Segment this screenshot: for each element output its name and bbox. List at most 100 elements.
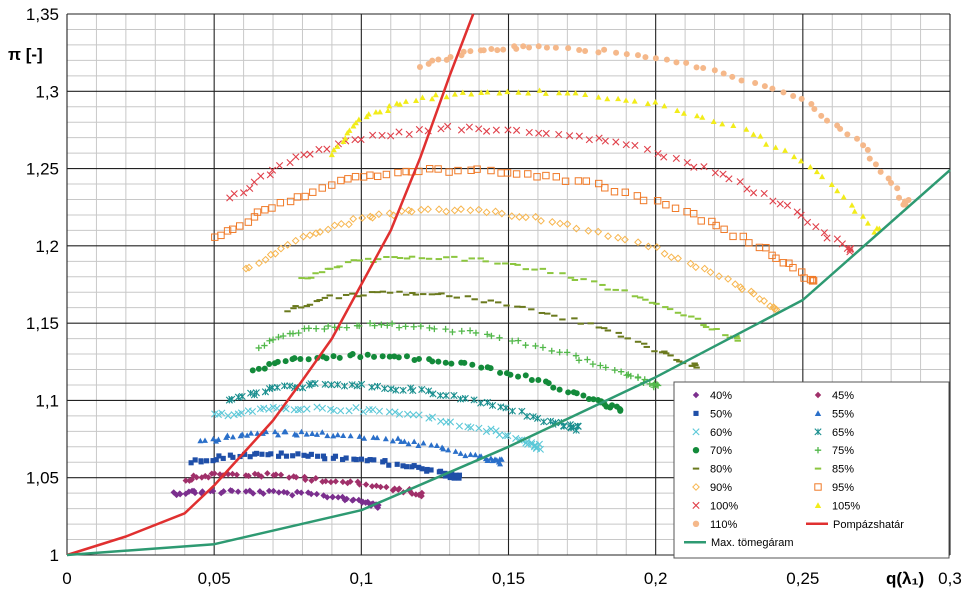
data-point [403, 353, 410, 360]
data-point [373, 382, 382, 390]
data-point [197, 437, 204, 444]
data-point [797, 211, 805, 219]
data-point [504, 126, 512, 134]
data-point [239, 431, 246, 437]
data-point [634, 238, 642, 247]
data-point [472, 329, 480, 337]
data-point [283, 240, 292, 249]
data-point [564, 90, 571, 96]
data-point [283, 453, 290, 459]
data-point [274, 358, 281, 365]
data-point [442, 473, 448, 479]
data-point [483, 398, 492, 406]
data-point [387, 385, 395, 393]
data-point [402, 98, 409, 104]
data-point [782, 147, 789, 153]
data-point [661, 103, 668, 109]
data-point [389, 437, 396, 444]
data-point [238, 392, 246, 401]
data-point [357, 354, 364, 361]
legend-label: 50% [710, 408, 732, 420]
data-point [532, 342, 539, 350]
data-point [332, 453, 339, 459]
data-point [814, 391, 822, 399]
data-point [292, 474, 300, 481]
series-75pct [255, 320, 662, 391]
data-point [820, 229, 828, 237]
data-point [405, 130, 413, 138]
data-point [286, 382, 294, 390]
data-point [321, 380, 329, 388]
data-point [730, 122, 737, 129]
data-point [582, 177, 591, 185]
data-point [429, 57, 436, 64]
x-tick-label: 0,15 [492, 569, 525, 588]
data-point [444, 122, 452, 130]
data-point [228, 395, 236, 403]
data-point [494, 47, 501, 54]
data-point [278, 450, 284, 456]
data-point [389, 211, 398, 220]
data-point [385, 107, 392, 113]
data-point [711, 169, 720, 177]
data-point [289, 492, 296, 499]
data-point [353, 457, 359, 463]
data-point [556, 89, 563, 96]
data-point [848, 202, 855, 208]
data-point [692, 447, 700, 454]
data-point [634, 52, 641, 59]
data-point [814, 447, 822, 454]
data-point [228, 487, 236, 495]
data-point [395, 324, 403, 331]
data-point [299, 384, 307, 392]
data-point [224, 432, 231, 438]
data-point [350, 123, 357, 129]
legend-label: 95% [832, 482, 854, 494]
data-point [660, 249, 669, 258]
data-point [467, 48, 474, 55]
data-point [470, 396, 478, 404]
data-point [621, 188, 629, 196]
data-point [351, 172, 360, 181]
data-point [249, 367, 256, 374]
data-point [807, 163, 814, 170]
series-60pct [211, 403, 544, 453]
data-point [450, 206, 459, 215]
data-point [532, 443, 541, 451]
data-point [370, 434, 377, 440]
data-point [340, 432, 347, 439]
data-point [872, 161, 879, 168]
data-point [224, 412, 232, 420]
data-point [323, 145, 331, 153]
legend-label: 90% [710, 482, 732, 494]
data-point [242, 264, 250, 273]
data-point [482, 127, 491, 135]
data-point [356, 433, 363, 439]
data-point [513, 45, 520, 52]
data-point [576, 47, 583, 54]
data-point [790, 93, 797, 100]
data-point [780, 89, 787, 96]
legend-label: 40% [710, 390, 732, 402]
data-point [369, 131, 377, 139]
data-point [522, 341, 529, 349]
data-point [818, 112, 825, 119]
data-point [277, 471, 285, 479]
data-point [426, 324, 433, 332]
data-point [671, 204, 680, 213]
data-point [371, 353, 378, 360]
data-point [229, 470, 236, 478]
data-point [323, 355, 330, 362]
data-point [556, 349, 563, 356]
data-point [347, 432, 354, 439]
data-point [395, 486, 402, 493]
data-point [394, 168, 402, 177]
data-point [188, 460, 194, 466]
data-point [808, 101, 815, 108]
data-point [473, 165, 481, 173]
legend-label: 100% [710, 500, 738, 512]
legend-label: 80% [710, 464, 732, 476]
data-point [613, 49, 620, 56]
data-point [563, 349, 571, 356]
data-point [276, 453, 282, 459]
